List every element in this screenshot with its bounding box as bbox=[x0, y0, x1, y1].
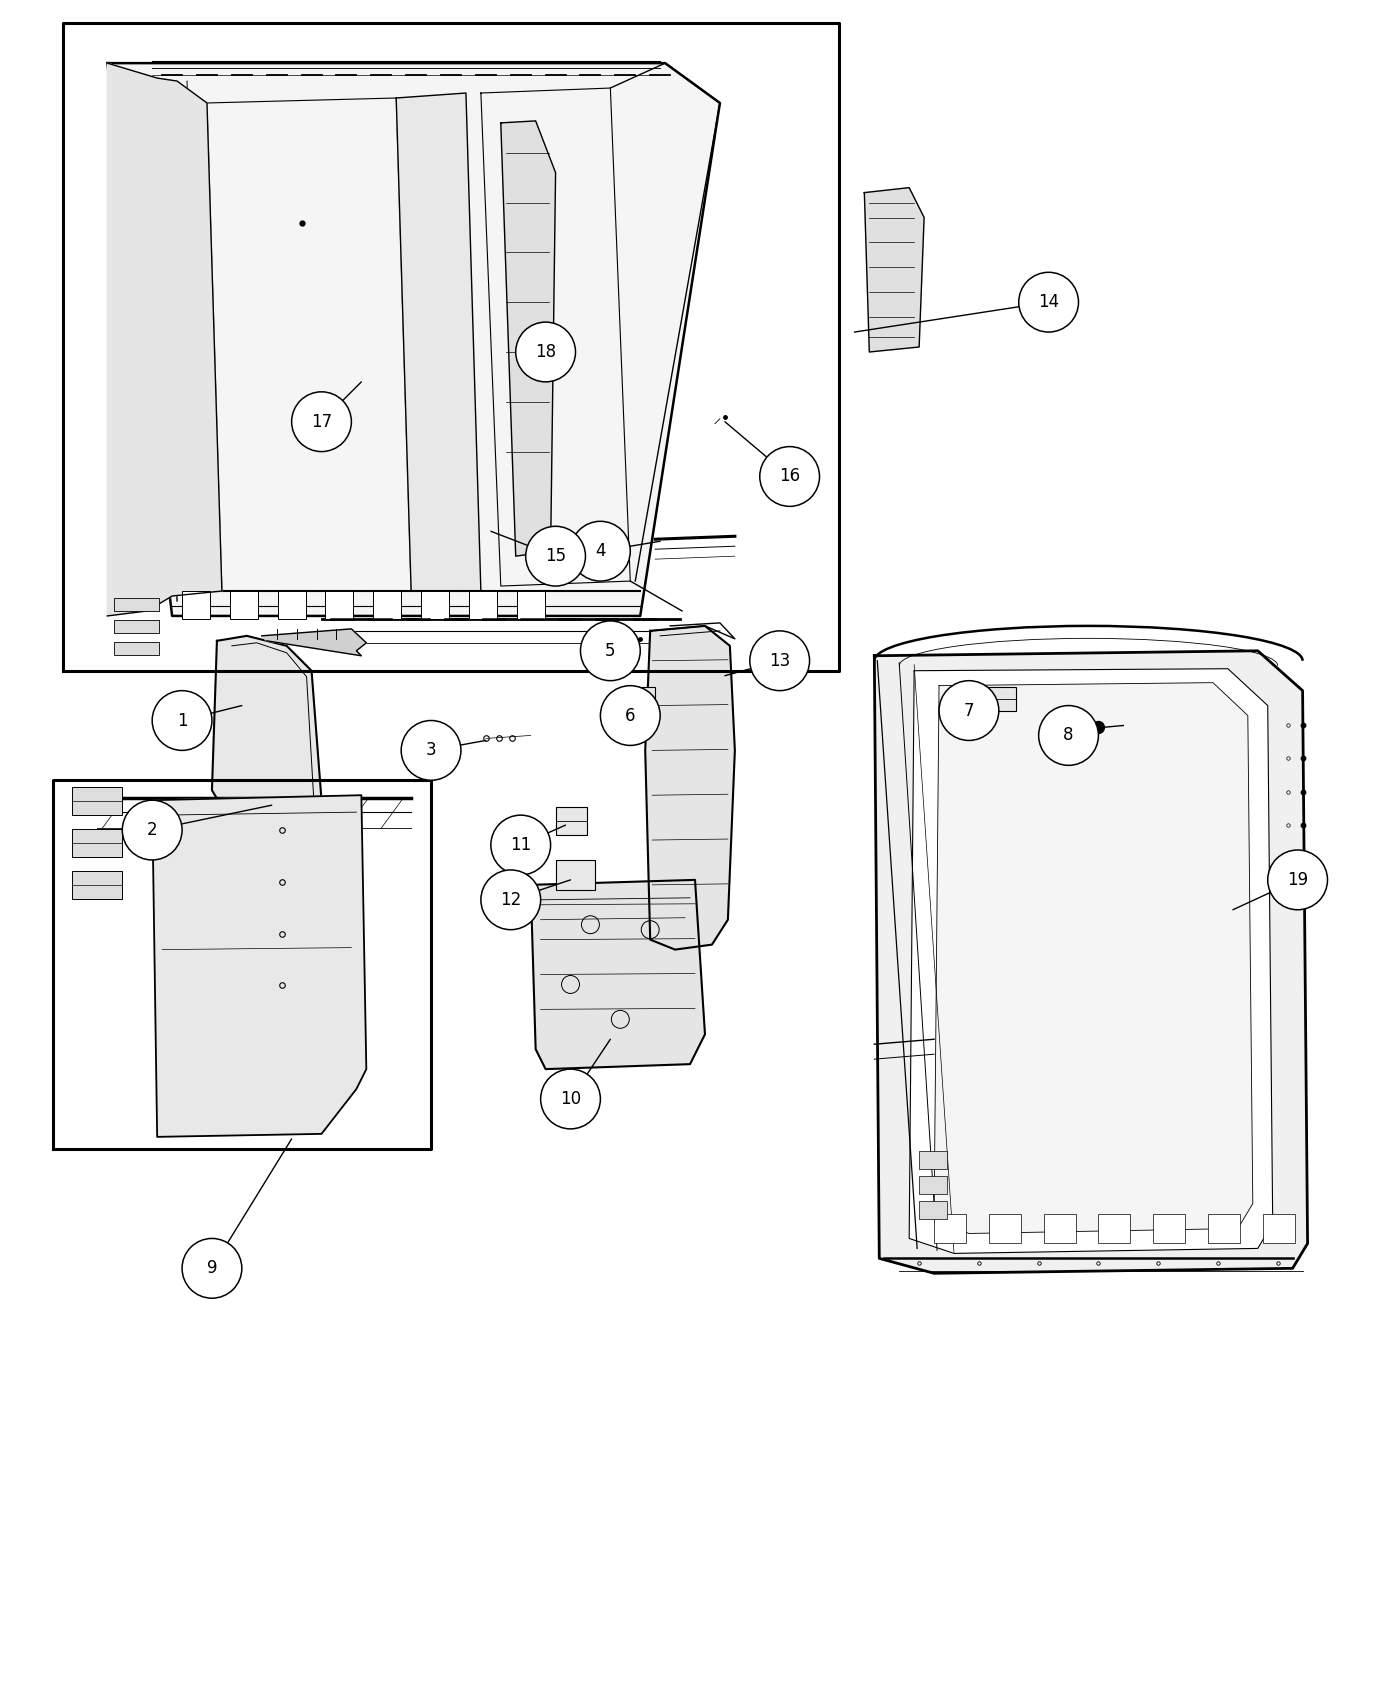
Text: 15: 15 bbox=[545, 547, 566, 564]
Polygon shape bbox=[262, 629, 367, 656]
Circle shape bbox=[525, 527, 585, 586]
Circle shape bbox=[760, 447, 819, 507]
Bar bbox=[73, 870, 122, 899]
Bar bbox=[920, 1151, 946, 1168]
Bar bbox=[920, 1200, 946, 1219]
Polygon shape bbox=[396, 94, 480, 592]
Circle shape bbox=[939, 680, 998, 741]
Text: 4: 4 bbox=[595, 542, 606, 561]
Circle shape bbox=[601, 685, 661, 745]
Circle shape bbox=[153, 690, 211, 750]
Text: 17: 17 bbox=[311, 413, 332, 430]
Text: 12: 12 bbox=[500, 891, 521, 910]
Bar bbox=[934, 1214, 966, 1243]
Bar bbox=[1154, 1214, 1184, 1243]
Circle shape bbox=[122, 801, 182, 860]
Bar bbox=[115, 598, 160, 610]
Text: 7: 7 bbox=[963, 702, 974, 719]
Text: 18: 18 bbox=[535, 343, 556, 360]
Bar bbox=[1263, 1214, 1295, 1243]
Bar bbox=[630, 687, 655, 719]
Text: 13: 13 bbox=[769, 651, 791, 670]
Text: 9: 9 bbox=[207, 1260, 217, 1277]
Circle shape bbox=[1268, 850, 1327, 910]
Polygon shape bbox=[875, 651, 1308, 1273]
Circle shape bbox=[540, 1069, 601, 1129]
Bar bbox=[277, 592, 305, 619]
Bar bbox=[1043, 1214, 1075, 1243]
Polygon shape bbox=[909, 668, 1273, 1253]
Bar bbox=[230, 592, 258, 619]
Circle shape bbox=[402, 721, 461, 780]
Bar bbox=[984, 687, 1016, 711]
Circle shape bbox=[480, 870, 540, 930]
Circle shape bbox=[515, 321, 575, 382]
Text: 10: 10 bbox=[560, 1090, 581, 1108]
Circle shape bbox=[182, 1239, 242, 1299]
Text: 11: 11 bbox=[510, 836, 532, 853]
Polygon shape bbox=[153, 796, 367, 1137]
Circle shape bbox=[291, 391, 351, 452]
Text: 8: 8 bbox=[1063, 726, 1074, 745]
Bar bbox=[920, 1176, 946, 1193]
Bar bbox=[1099, 1214, 1130, 1243]
Text: 14: 14 bbox=[1037, 292, 1060, 311]
Bar bbox=[1208, 1214, 1240, 1243]
Bar bbox=[988, 1214, 1021, 1243]
Bar bbox=[556, 808, 588, 835]
Bar bbox=[182, 592, 210, 619]
Bar bbox=[469, 592, 497, 619]
Bar bbox=[115, 620, 160, 632]
Polygon shape bbox=[864, 187, 924, 352]
Text: 3: 3 bbox=[426, 741, 437, 760]
Bar bbox=[421, 592, 449, 619]
Bar bbox=[73, 830, 122, 857]
Polygon shape bbox=[211, 636, 322, 828]
Circle shape bbox=[1092, 721, 1105, 733]
Circle shape bbox=[750, 631, 809, 690]
Circle shape bbox=[1019, 272, 1078, 332]
Circle shape bbox=[491, 814, 550, 876]
Circle shape bbox=[581, 620, 640, 680]
Bar bbox=[374, 592, 402, 619]
Polygon shape bbox=[934, 683, 1253, 1234]
Text: 16: 16 bbox=[778, 468, 801, 486]
Bar bbox=[73, 787, 122, 814]
Text: 5: 5 bbox=[605, 643, 616, 660]
Text: 2: 2 bbox=[147, 821, 157, 840]
Polygon shape bbox=[501, 121, 556, 556]
Bar bbox=[115, 643, 160, 654]
Polygon shape bbox=[531, 881, 706, 1069]
Polygon shape bbox=[645, 626, 735, 950]
Text: 6: 6 bbox=[624, 707, 636, 724]
Polygon shape bbox=[108, 63, 223, 615]
Text: 19: 19 bbox=[1287, 870, 1308, 889]
Circle shape bbox=[571, 522, 630, 581]
Circle shape bbox=[1039, 706, 1099, 765]
Polygon shape bbox=[108, 63, 720, 615]
Bar bbox=[556, 860, 595, 889]
Text: 1: 1 bbox=[176, 712, 188, 729]
Bar bbox=[325, 592, 353, 619]
Bar bbox=[517, 592, 545, 619]
